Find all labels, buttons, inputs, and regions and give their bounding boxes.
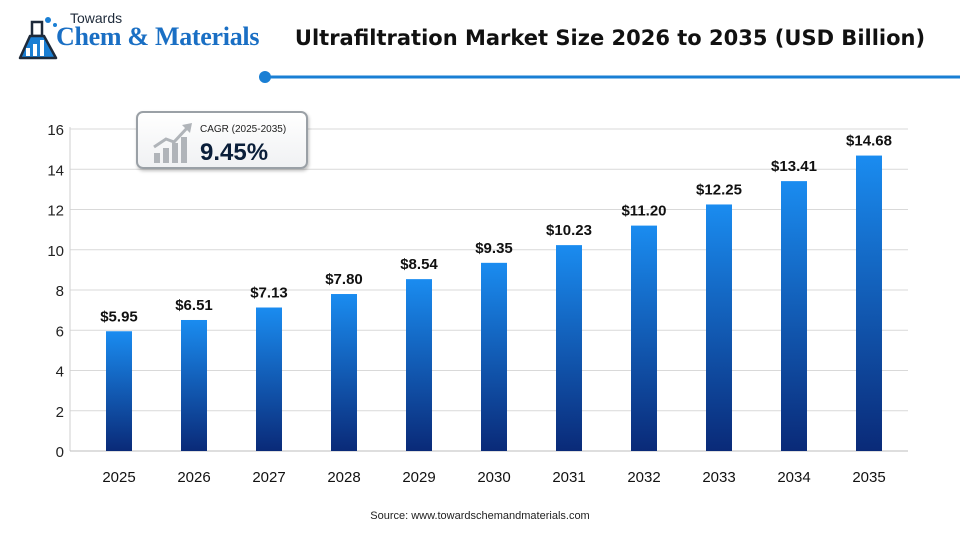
brand-main-text: Chem & Materials — [56, 22, 260, 51]
value-label: $8.54 — [400, 256, 438, 273]
value-label: $7.80 — [325, 271, 363, 288]
growth-chart-icon — [153, 123, 192, 163]
bars — [106, 155, 882, 451]
x-tick-label: 2027 — [252, 469, 285, 486]
bar-2029 — [406, 279, 432, 451]
y-axis-ticks: 0 2 4 6 8 10 12 14 16 — [47, 122, 64, 461]
y-tick-label: 16 — [47, 122, 64, 139]
value-label: $11.20 — [621, 203, 666, 220]
chart-title: Ultrafiltration Market Size 2026 to 2035… — [294, 26, 926, 50]
x-tick-label: 2033 — [702, 469, 735, 486]
y-tick-label: 4 — [56, 364, 64, 381]
value-label: $6.51 — [175, 297, 213, 314]
bar-2031 — [556, 245, 582, 451]
value-label: $14.68 — [846, 133, 892, 150]
x-tick-label: 2032 — [627, 469, 660, 486]
bar-2030 — [481, 262, 507, 451]
bar-2032 — [631, 225, 657, 451]
x-tick-label: 2031 — [552, 469, 585, 486]
bar-2028 — [331, 294, 357, 451]
value-label: $7.13 — [250, 285, 288, 302]
y-tick-label: 2 — [56, 404, 64, 421]
x-tick-label: 2026 — [177, 469, 210, 486]
source-note: Source: www.towardschemandmaterials.com — [370, 510, 590, 522]
cagr-value: 9.45% — [200, 139, 269, 166]
value-label: $12.25 — [696, 181, 742, 198]
x-tick-label: 2029 — [402, 469, 435, 486]
bar-2027 — [256, 307, 282, 451]
x-tick-label: 2034 — [777, 469, 810, 486]
x-tick-label: 2025 — [102, 469, 135, 486]
x-tick-label: 2028 — [327, 469, 360, 486]
x-axis-ticks: 2025 2026 2027 2028 2029 2030 2031 2032 2033 2034… — [102, 469, 885, 486]
bar-2025 — [106, 331, 132, 451]
y-tick-label: 0 — [56, 444, 64, 461]
bar-2035 — [856, 155, 882, 451]
y-tick-label: 14 — [47, 162, 64, 179]
bar-2033 — [706, 204, 732, 451]
value-label: $9.35 — [475, 240, 513, 257]
value-label: $13.41 — [771, 158, 817, 175]
x-tick-label: 2030 — [477, 469, 510, 486]
y-tick-label: 6 — [56, 323, 64, 340]
cagr-label: CAGR (2025-2035) — [200, 124, 287, 135]
y-tick-label: 8 — [56, 283, 64, 300]
brand-logo: Towards Chem & Materials — [14, 8, 259, 64]
cagr-callout: CAGR (2025-2035) 9.45% — [136, 111, 308, 169]
title-underline — [259, 71, 960, 83]
y-tick-label: 10 — [47, 243, 64, 260]
brand-top-text: Towards — [70, 10, 123, 26]
bar-2026 — [181, 319, 207, 451]
value-labels: $5.95 $6.51 $7.13 $7.80 $8.54 $9.35 $10.23 $11.… — [100, 133, 892, 326]
value-label: $10.23 — [546, 222, 592, 239]
bar-2034 — [781, 181, 807, 451]
flask-icon — [18, 17, 58, 60]
x-tick-label: 2035 — [852, 469, 885, 486]
y-tick-label: 12 — [47, 203, 64, 220]
value-label: $5.95 — [100, 308, 138, 325]
